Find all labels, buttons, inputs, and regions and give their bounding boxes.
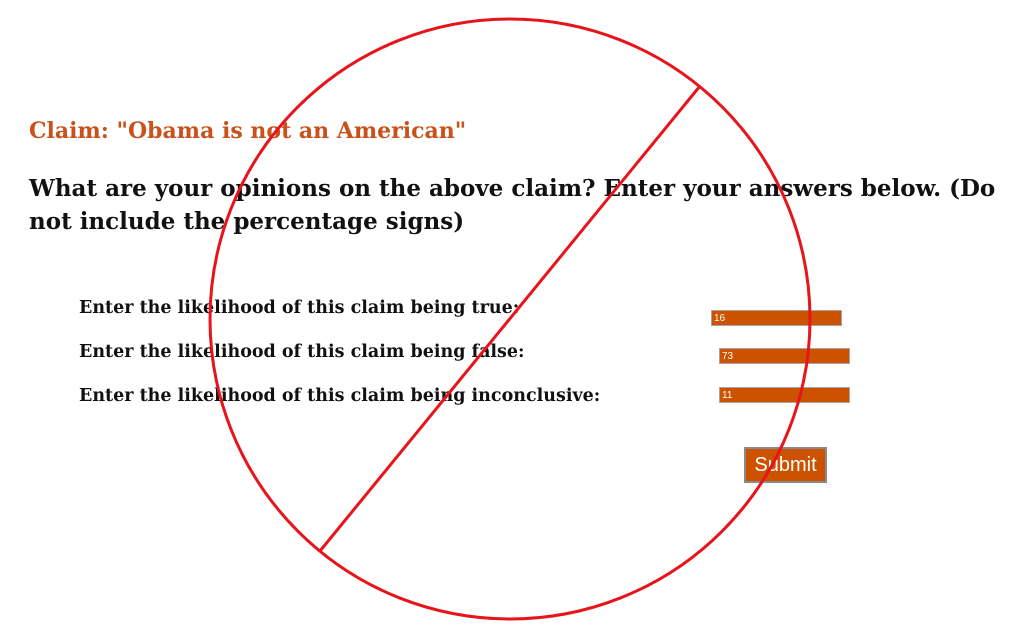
true-likelihood-label: Enter the likelihood of this claim being… [79, 298, 520, 318]
question-heading: What are your opinions on the above clai… [29, 175, 996, 235]
inconclusive-likelihood-label: Enter the likelihood of this claim being… [79, 386, 601, 406]
inconclusive-likelihood-input[interactable] [719, 387, 850, 403]
prohibited-slash [318, 85, 702, 552]
true-likelihood-input[interactable] [711, 310, 842, 326]
claim-title: Claim: "Obama is not an American" [29, 118, 467, 144]
submit-button[interactable]: Submit [744, 447, 827, 483]
false-likelihood-input[interactable] [719, 348, 850, 364]
false-likelihood-label: Enter the likelihood of this claim being… [79, 342, 525, 362]
